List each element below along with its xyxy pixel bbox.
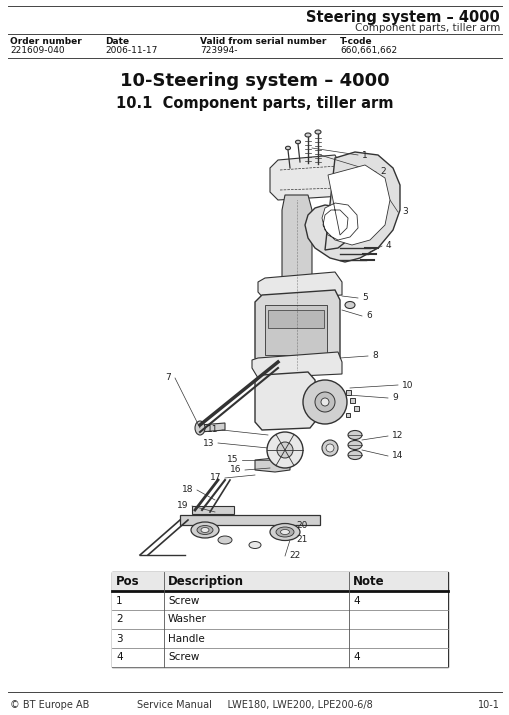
Text: 7: 7 (165, 373, 171, 383)
Text: 2: 2 (379, 167, 385, 177)
Text: 4: 4 (385, 242, 391, 250)
Polygon shape (254, 372, 318, 430)
Text: Steering system – 4000: Steering system – 4000 (305, 10, 499, 25)
Bar (353, 406, 358, 411)
Text: 4: 4 (352, 653, 359, 663)
Text: 4: 4 (116, 653, 122, 663)
Text: 2006-11-17: 2006-11-17 (105, 46, 157, 55)
Text: Service Manual     LWE180, LWE200, LPE200-6/8: Service Manual LWE180, LWE200, LPE200-6/… (137, 700, 372, 710)
Bar (112, 572, 447, 667)
Ellipse shape (315, 130, 320, 134)
Bar (112, 629, 447, 648)
Text: 3: 3 (401, 207, 407, 217)
Polygon shape (258, 272, 342, 300)
Polygon shape (200, 423, 224, 432)
Bar (112, 572, 447, 591)
Polygon shape (281, 195, 312, 375)
Text: 8: 8 (371, 352, 377, 360)
Text: 22: 22 (289, 551, 300, 561)
Bar (112, 591, 447, 610)
Polygon shape (254, 290, 340, 368)
Polygon shape (251, 352, 342, 378)
Ellipse shape (347, 440, 361, 450)
Circle shape (320, 398, 328, 406)
Bar (345, 413, 349, 417)
Ellipse shape (280, 530, 289, 535)
Ellipse shape (194, 421, 205, 435)
Text: Order number: Order number (10, 37, 81, 46)
Text: Component parts, tiller arm: Component parts, tiller arm (354, 23, 499, 33)
Circle shape (302, 380, 346, 424)
Text: Valid from serial number: Valid from serial number (200, 37, 326, 46)
Text: Note: Note (352, 575, 384, 588)
Text: 6: 6 (365, 312, 371, 320)
Ellipse shape (269, 523, 299, 541)
Text: 14: 14 (391, 451, 403, 460)
Bar (345, 390, 350, 395)
Circle shape (315, 392, 334, 412)
Ellipse shape (347, 430, 361, 440)
Text: 15: 15 (226, 455, 238, 465)
Text: 2: 2 (116, 614, 122, 624)
Polygon shape (304, 152, 399, 262)
Text: 4: 4 (352, 596, 359, 606)
Text: 20: 20 (295, 521, 307, 531)
Text: 16: 16 (229, 465, 241, 475)
Text: 12: 12 (391, 431, 403, 440)
Text: 10.1  Component parts, tiller arm: 10.1 Component parts, tiller arm (116, 96, 393, 111)
Text: © BT Europe AB: © BT Europe AB (10, 700, 89, 710)
Text: Date: Date (105, 37, 129, 46)
Circle shape (276, 442, 293, 458)
Bar (267, 310, 323, 328)
Polygon shape (254, 458, 290, 472)
Text: 660,661,662: 660,661,662 (340, 46, 397, 55)
Text: Screw: Screw (167, 653, 199, 663)
Text: Washer: Washer (167, 614, 207, 624)
Text: 10: 10 (401, 380, 413, 390)
Bar (191, 506, 234, 514)
Ellipse shape (191, 522, 218, 538)
Ellipse shape (196, 526, 213, 535)
Text: 221609-040: 221609-040 (10, 46, 65, 55)
Ellipse shape (344, 302, 354, 308)
Text: Description: Description (167, 575, 243, 588)
Text: 9: 9 (391, 393, 397, 403)
Polygon shape (321, 165, 389, 245)
Circle shape (325, 444, 333, 452)
Bar (349, 398, 354, 403)
Bar (112, 648, 447, 667)
Text: 723994-: 723994- (200, 46, 237, 55)
Text: 19: 19 (176, 501, 188, 511)
Bar (112, 610, 447, 629)
Ellipse shape (285, 147, 290, 149)
Ellipse shape (347, 450, 361, 460)
Text: Screw: Screw (167, 596, 199, 606)
Text: 17: 17 (209, 473, 220, 483)
Ellipse shape (295, 140, 300, 144)
Ellipse shape (217, 536, 232, 544)
Ellipse shape (304, 133, 310, 137)
Text: 13: 13 (202, 438, 214, 448)
Text: Pos: Pos (116, 575, 139, 588)
Text: 18: 18 (181, 485, 192, 495)
Text: 1: 1 (361, 150, 367, 159)
Text: 10-1: 10-1 (477, 700, 499, 710)
Circle shape (267, 432, 302, 468)
Text: 21: 21 (295, 536, 307, 545)
Ellipse shape (275, 527, 293, 537)
Text: 10-Steering system – 4000: 10-Steering system – 4000 (120, 72, 389, 90)
Text: 3: 3 (116, 633, 122, 644)
Text: 11: 11 (206, 425, 217, 435)
Text: Handle: Handle (167, 633, 204, 644)
Bar (265, 305, 326, 355)
Bar (180, 515, 319, 525)
Text: 5: 5 (361, 293, 367, 302)
Text: T-code: T-code (340, 37, 372, 46)
Ellipse shape (248, 541, 261, 548)
Polygon shape (269, 155, 342, 200)
Ellipse shape (201, 528, 209, 533)
Text: 1: 1 (116, 596, 122, 606)
Circle shape (321, 440, 337, 456)
